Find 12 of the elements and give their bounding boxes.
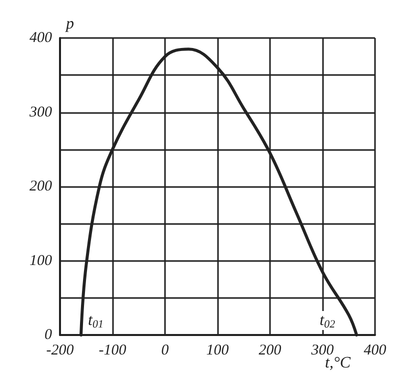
x-tick-label: 400 <box>364 342 387 358</box>
x-tick-label: -100 <box>98 342 127 358</box>
x-tick-label: 0 <box>161 342 170 358</box>
x-tick-label: 100 <box>206 342 230 358</box>
y-tick-label: 300 <box>28 104 52 120</box>
x-tick-label: 200 <box>258 342 282 358</box>
y-tick-label: 200 <box>30 178 52 194</box>
y-tick-label: 0 <box>44 327 52 343</box>
y-axis-title: p <box>65 16 74 32</box>
y-tick-label: 400 <box>30 30 52 46</box>
x-tick-label: -200 <box>46 342 74 358</box>
y-tick-label: 100 <box>30 252 52 269</box>
